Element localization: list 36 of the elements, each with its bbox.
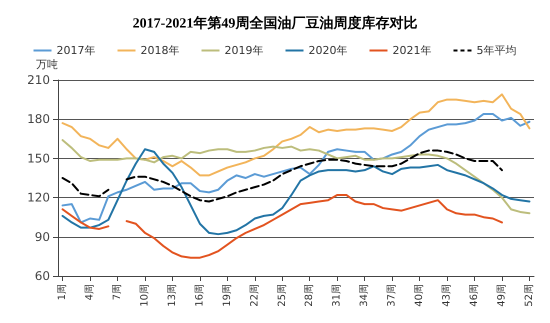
y-tick-label: 90 [34, 230, 50, 244]
line-series [62, 93, 530, 176]
y-tick-label: 120 [27, 190, 50, 205]
legend-label: 2017年 [56, 44, 96, 57]
x-tick-label: 31周 [332, 284, 343, 307]
x-tick-label: 28周 [304, 284, 316, 307]
x-tick-label: 22周 [249, 284, 260, 307]
x-tick-label: 43周 [442, 284, 453, 307]
chart-title: 2017-2021年第49周全国油厂豆油周度库存对比 [132, 14, 418, 32]
x-tick-label: 19周 [222, 284, 233, 307]
x-tick-label: 25周 [276, 284, 288, 307]
legend-label: 2020年 [308, 44, 348, 57]
x-tick-label: 49周 [496, 284, 508, 307]
y-axis-title: 万吨 [36, 58, 58, 71]
legend-label: 2018年 [140, 44, 180, 57]
x-tick-label: 13周 [166, 284, 178, 307]
line-series [62, 112, 530, 224]
x-tick-label: 16周 [194, 284, 206, 307]
y-tick-label: 60 [34, 269, 50, 283]
line-series [62, 139, 530, 214]
x-tick-label: 4周 [84, 284, 96, 300]
x-tick-label: 46周 [469, 284, 480, 307]
legend-label: 2021年 [392, 44, 432, 57]
y-tick-label: 210 [27, 73, 50, 87]
legend-label: 5年平均 [476, 44, 516, 57]
line-series [62, 148, 530, 236]
y-tick-label: 150 [27, 151, 50, 166]
x-tick-label: 1周 [57, 284, 68, 300]
x-tick-label: 52周 [524, 284, 535, 307]
x-tick-label: 7周 [112, 284, 123, 300]
x-tick-label: 40周 [414, 284, 426, 307]
x-tick-label: 37周 [386, 284, 398, 307]
x-tick-label: 10周 [139, 284, 150, 307]
y-tick-label: 180 [27, 112, 50, 126]
x-tick-label: 34周 [359, 284, 370, 307]
legend-label: 2019年 [224, 44, 264, 57]
